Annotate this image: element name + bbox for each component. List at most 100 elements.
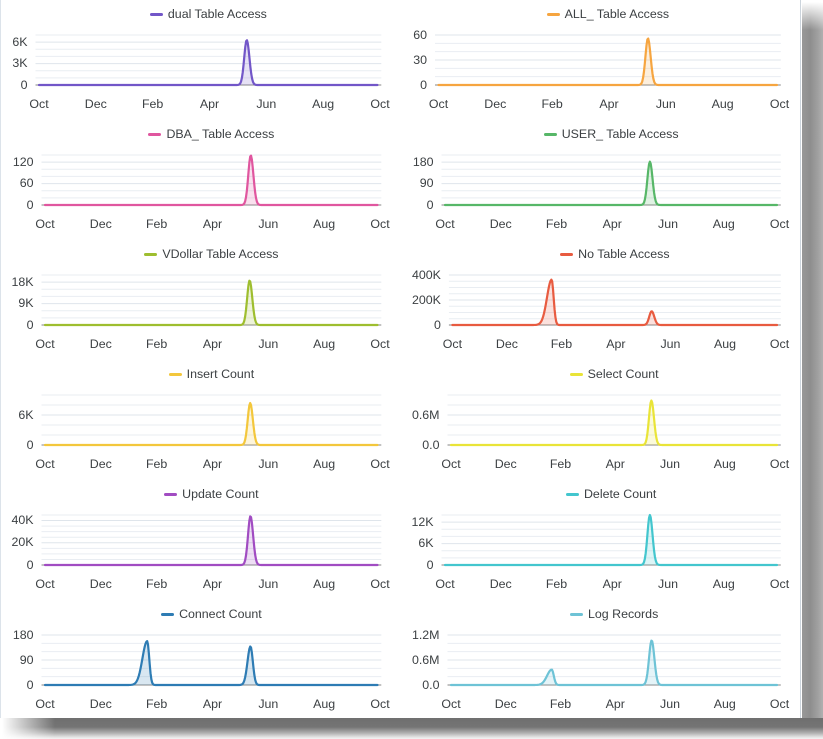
x-axis-label: Oct (370, 96, 390, 111)
x-axis-label: Jun (658, 216, 678, 231)
chart-grid: dual Table Access 0 3K 6K Oct Dec Feb Apr Jun Aug… (1, 0, 800, 717)
legend-marker-icon (543, 132, 557, 136)
chart-panel-5: VDollar Table Access 0 9K 18K Oct Dec Feb Apr Ju… (1, 240, 401, 360)
chart-plot (441, 154, 781, 207)
legend-marker-icon (570, 612, 584, 616)
legend-marker-icon (161, 612, 175, 616)
x-axis-label: Oct (370, 456, 390, 471)
x-axis-label: Jun (660, 456, 680, 471)
chart-legend[interactable]: USER_ Table Access (442, 126, 781, 142)
x-axis-label: Oct (370, 696, 390, 711)
x-axis-label: Feb (545, 576, 568, 591)
chart-panel-7: Insert Count 0 6K Oct Dec Feb Apr Jun Aug Oct (1, 360, 401, 480)
x-axis-label: Jun (258, 336, 279, 351)
series-area (45, 280, 378, 325)
legend-marker-icon (560, 252, 574, 256)
x-axis-label: Aug (713, 336, 736, 351)
y-axis-label: 0.6M (411, 407, 440, 422)
x-axis-label: Aug (313, 456, 336, 471)
y-axis-label: 6K (18, 407, 34, 422)
x-axis-label: Dec (495, 336, 518, 351)
chart-title: Connect Count (179, 607, 262, 621)
x-axis-label: Aug (713, 456, 736, 471)
legend-marker-icon (565, 492, 579, 496)
legend-marker-icon (164, 492, 178, 496)
x-axis-label: Aug (313, 696, 336, 711)
x-axis-label: Apr (202, 216, 223, 231)
chart-panel-12: Log Records 0.0 0.6M 1.2M Oct Dec Feb Apr Jun Aug… (401, 600, 800, 717)
y-axis-label: 90 (419, 176, 434, 191)
x-axis-label: Apr (605, 696, 625, 711)
x-axis-label: Oct (769, 576, 790, 591)
chart-legend[interactable]: Log Records (448, 606, 781, 622)
x-axis-label: Dec (494, 696, 517, 711)
x-axis-label: Dec (89, 576, 112, 591)
x-axis-label: Oct (370, 336, 390, 351)
x-axis-label: Aug (712, 576, 735, 591)
x-axis-label: Jun (258, 456, 279, 471)
chart-panel-6: No Table Access 0 200K 400K Oct Dec Feb Apr Jun A… (401, 240, 800, 360)
x-axis-label: Jun (256, 96, 277, 111)
legend-marker-icon (148, 132, 162, 136)
x-axis-label: Oct (769, 336, 790, 351)
x-axis-label: Feb (145, 696, 168, 711)
y-axis-label: 0 (420, 77, 427, 92)
legend-marker-icon (168, 372, 182, 376)
chart-title: Update Count (182, 487, 259, 501)
legend-marker-icon (149, 12, 163, 16)
x-axis-label: Oct (428, 96, 449, 111)
y-axis-label: 0 (26, 197, 34, 212)
chart-panel-4: USER_ Table Access 0 90 180 Oct Dec Feb Apr Jun A… (401, 120, 800, 240)
x-axis-label: Jun (258, 576, 279, 591)
chart-plot (41, 394, 382, 447)
chart-legend[interactable]: VDollar Table Access (42, 246, 382, 262)
y-axis-label: 20K (11, 535, 34, 550)
chart-plot (447, 394, 781, 447)
y-axis-label: 0 (26, 317, 34, 332)
chart-title: No Table Access (578, 247, 670, 261)
series-area (451, 640, 778, 685)
series-line (37, 39, 379, 87)
chart-legend[interactable]: Delete Count (442, 486, 781, 502)
chart-title: DBA_ Table Access (166, 127, 275, 141)
x-axis-label: Apr (202, 336, 223, 351)
x-axis-label: Feb (545, 216, 568, 231)
drop-shadow-right (802, 0, 823, 718)
chart-legend[interactable]: dual Table Access (36, 6, 382, 22)
chart-panel-2: ALL_ Table Access 0 30 60 Oct Dec Feb Apr Jun Aug… (401, 0, 800, 120)
chart-plot (41, 514, 382, 567)
x-axis-label: Jun (258, 216, 279, 231)
x-axis-label: Apr (605, 456, 625, 471)
chart-legend[interactable]: Insert Count (42, 366, 382, 382)
series-line (451, 278, 779, 327)
chart-legend[interactable]: Select Count (448, 366, 781, 382)
chart-panel-8: Select Count 0.0 0.6M Oct Dec Feb Apr Jun Aug Oct (401, 360, 800, 480)
x-axis-label: Apr (202, 696, 223, 711)
x-axis-label: Aug (313, 336, 336, 351)
x-axis-label: Oct (35, 336, 55, 351)
series-line (43, 640, 379, 687)
x-axis-label: Feb (145, 336, 168, 351)
x-axis-label: Apr (606, 336, 626, 351)
y-axis-label: 30 (413, 52, 427, 67)
x-axis-label: Aug (711, 96, 734, 111)
x-axis-label: Feb (549, 696, 572, 711)
chart-legend[interactable]: DBA_ Table Access (42, 126, 382, 142)
chart-legend[interactable]: Connect Count (42, 606, 382, 622)
chart-title: Log Records (588, 607, 659, 621)
x-axis-label: Jun (655, 96, 676, 111)
x-axis-label: Apr (202, 456, 223, 471)
y-axis-label: 400K (411, 267, 441, 282)
series-line (43, 401, 379, 447)
x-axis-label: Feb (145, 576, 168, 591)
chart-plot (448, 274, 781, 327)
chart-legend[interactable]: No Table Access (449, 246, 781, 262)
x-axis-label: Aug (312, 96, 335, 111)
series-line (449, 399, 779, 447)
x-axis-label: Dec (89, 216, 112, 231)
x-axis-label: Oct (769, 216, 790, 231)
y-axis-label: 200K (411, 292, 441, 307)
chart-legend[interactable]: Update Count (42, 486, 382, 502)
chart-legend[interactable]: ALL_ Table Access (435, 6, 781, 22)
x-axis-label: Oct (370, 576, 390, 591)
